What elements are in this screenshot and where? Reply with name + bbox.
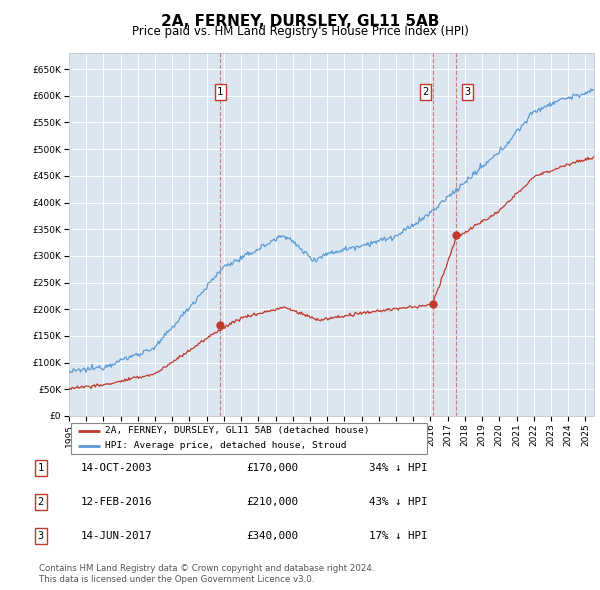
Text: 3: 3 xyxy=(38,531,44,541)
Text: £340,000: £340,000 xyxy=(246,531,298,541)
Text: 1: 1 xyxy=(38,463,44,473)
Text: 2: 2 xyxy=(38,497,44,507)
Text: £170,000: £170,000 xyxy=(246,463,298,473)
Text: This data is licensed under the Open Government Licence v3.0.: This data is licensed under the Open Gov… xyxy=(39,575,314,584)
FancyBboxPatch shape xyxy=(71,423,427,454)
Text: 34% ↓ HPI: 34% ↓ HPI xyxy=(369,463,427,473)
Text: 12-FEB-2016: 12-FEB-2016 xyxy=(81,497,152,507)
Text: 2: 2 xyxy=(422,87,429,97)
Text: 43% ↓ HPI: 43% ↓ HPI xyxy=(369,497,427,507)
Text: 17% ↓ HPI: 17% ↓ HPI xyxy=(369,531,427,541)
Text: 14-JUN-2017: 14-JUN-2017 xyxy=(81,531,152,541)
Text: HPI: Average price, detached house, Stroud: HPI: Average price, detached house, Stro… xyxy=(105,441,347,450)
Text: 14-OCT-2003: 14-OCT-2003 xyxy=(81,463,152,473)
Text: 2A, FERNEY, DURSLEY, GL11 5AB (detached house): 2A, FERNEY, DURSLEY, GL11 5AB (detached … xyxy=(105,427,370,435)
Text: 1: 1 xyxy=(217,87,223,97)
Text: 2A, FERNEY, DURSLEY, GL11 5AB: 2A, FERNEY, DURSLEY, GL11 5AB xyxy=(161,14,439,28)
Text: Price paid vs. HM Land Registry's House Price Index (HPI): Price paid vs. HM Land Registry's House … xyxy=(131,25,469,38)
Text: £210,000: £210,000 xyxy=(246,497,298,507)
Text: Contains HM Land Registry data © Crown copyright and database right 2024.: Contains HM Land Registry data © Crown c… xyxy=(39,565,374,573)
Text: 3: 3 xyxy=(464,87,471,97)
